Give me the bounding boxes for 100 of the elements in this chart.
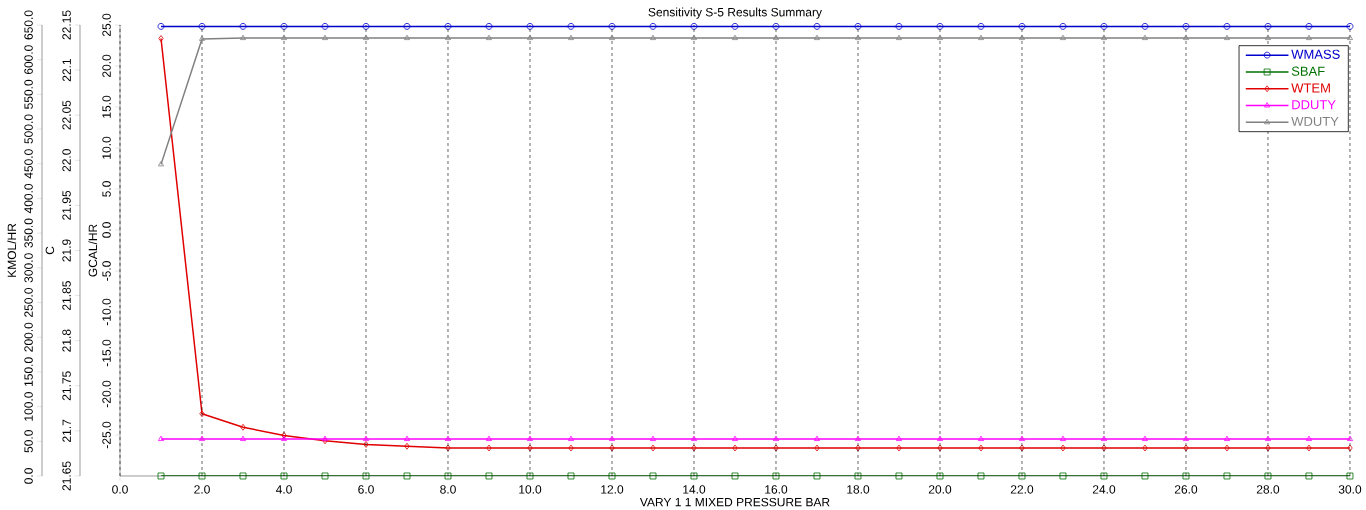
y3-tick-label: 450.0 bbox=[24, 149, 33, 179]
x-tick-label: 30.0 bbox=[1338, 485, 1362, 494]
point bbox=[404, 34, 410, 40]
point bbox=[363, 435, 369, 441]
point bbox=[1141, 435, 1148, 441]
point bbox=[1306, 444, 1312, 452]
point bbox=[895, 435, 902, 441]
y3-tick-label: 650.0 bbox=[24, 10, 33, 40]
point bbox=[1060, 444, 1066, 452]
point bbox=[813, 34, 820, 40]
point bbox=[1100, 435, 1107, 441]
point bbox=[281, 34, 287, 40]
point bbox=[158, 160, 165, 167]
point bbox=[199, 435, 206, 441]
point bbox=[486, 444, 492, 452]
point bbox=[1305, 34, 1312, 40]
x-tick-label: 12.0 bbox=[601, 485, 624, 494]
y2-tick-label: 22.1 bbox=[62, 58, 71, 81]
point bbox=[527, 34, 533, 40]
y3-tick-label: 600.0 bbox=[24, 44, 33, 74]
point bbox=[568, 34, 574, 40]
point bbox=[608, 435, 615, 441]
y2-tick-label: 21.65 bbox=[62, 461, 71, 491]
x-tick-label: 18.0 bbox=[847, 485, 870, 494]
point bbox=[568, 444, 574, 452]
y2-tick-label: 21.85 bbox=[62, 280, 71, 310]
x-tick-label: 2.0 bbox=[194, 485, 210, 494]
point bbox=[322, 34, 328, 40]
point bbox=[690, 34, 697, 40]
point bbox=[1265, 444, 1271, 452]
y2-tick-label: 21.95 bbox=[62, 190, 71, 220]
point bbox=[608, 34, 615, 40]
point bbox=[199, 410, 205, 417]
y2-axis-title: C bbox=[45, 246, 55, 255]
point bbox=[936, 34, 943, 40]
point bbox=[240, 435, 247, 441]
y2-tick-label: 21.75 bbox=[62, 371, 71, 401]
y3-tick-label: 50.0 bbox=[24, 429, 33, 453]
point bbox=[691, 444, 697, 452]
y3-tick-label: 400.0 bbox=[24, 183, 33, 213]
y-tick-label: 25.0 bbox=[102, 13, 111, 36]
y2-tick-label: 22.05 bbox=[62, 100, 71, 130]
y-tick-label: -25.0 bbox=[102, 421, 111, 448]
y-tick-label: 0.0 bbox=[102, 221, 111, 238]
point bbox=[731, 435, 738, 441]
x-tick-label: 26.0 bbox=[1174, 485, 1198, 494]
legend-label: WMASS bbox=[1291, 49, 1340, 59]
point bbox=[281, 435, 287, 441]
point bbox=[1183, 444, 1189, 452]
legend-label: SBAF bbox=[1291, 66, 1325, 76]
point bbox=[1101, 444, 1107, 452]
point bbox=[731, 34, 738, 40]
point bbox=[1346, 435, 1353, 441]
point bbox=[732, 444, 738, 452]
x-axis-title: VARY 1 1 MIXED PRESSURE BAR bbox=[639, 497, 830, 507]
point bbox=[1141, 34, 1148, 40]
point bbox=[855, 444, 861, 452]
y-axis-title: GCAL/HR bbox=[88, 224, 98, 277]
y-tick-label: 15.0 bbox=[102, 95, 111, 118]
point bbox=[773, 444, 779, 452]
point bbox=[814, 444, 820, 452]
point bbox=[527, 444, 533, 452]
point bbox=[1019, 444, 1025, 452]
point bbox=[649, 435, 656, 441]
x-tick-label: 16.0 bbox=[765, 485, 788, 494]
point bbox=[158, 34, 164, 42]
point bbox=[813, 435, 820, 441]
legend-label: WDUTY bbox=[1291, 116, 1339, 126]
x-tick-label: 28.0 bbox=[1256, 485, 1280, 494]
y3-tick-label: 550.0 bbox=[24, 79, 33, 109]
point bbox=[609, 444, 615, 452]
point bbox=[445, 444, 451, 452]
y3-tick-label: 200.0 bbox=[24, 322, 33, 352]
point bbox=[404, 435, 410, 441]
y3-tick-label: 300.0 bbox=[24, 253, 33, 283]
legend-label: DDUTY bbox=[1292, 100, 1336, 110]
y3-tick-label: 350.0 bbox=[24, 218, 33, 248]
y-tick-label: 10.0 bbox=[102, 136, 111, 159]
point bbox=[445, 34, 451, 40]
point bbox=[527, 435, 533, 441]
y2-tick-label: 21.8 bbox=[62, 329, 71, 352]
y-tick-label: 5.0 bbox=[102, 180, 111, 197]
y3-tick-label: 100.0 bbox=[24, 391, 33, 421]
point bbox=[1224, 444, 1230, 452]
point bbox=[1018, 435, 1025, 441]
point bbox=[1223, 435, 1230, 441]
point bbox=[404, 442, 410, 450]
point bbox=[240, 34, 247, 40]
x-tick-label: 14.0 bbox=[683, 485, 706, 494]
x-tick-label: 8.0 bbox=[440, 485, 456, 494]
point bbox=[896, 444, 902, 452]
point bbox=[649, 34, 656, 40]
y2-tick-label: 22.15 bbox=[62, 10, 71, 40]
point bbox=[977, 34, 984, 40]
point bbox=[1346, 34, 1353, 40]
y3-tick-label: 500.0 bbox=[24, 114, 33, 144]
point bbox=[445, 435, 451, 441]
y-tick-label: 20.0 bbox=[102, 54, 111, 77]
point bbox=[568, 435, 574, 441]
point bbox=[1223, 34, 1230, 40]
